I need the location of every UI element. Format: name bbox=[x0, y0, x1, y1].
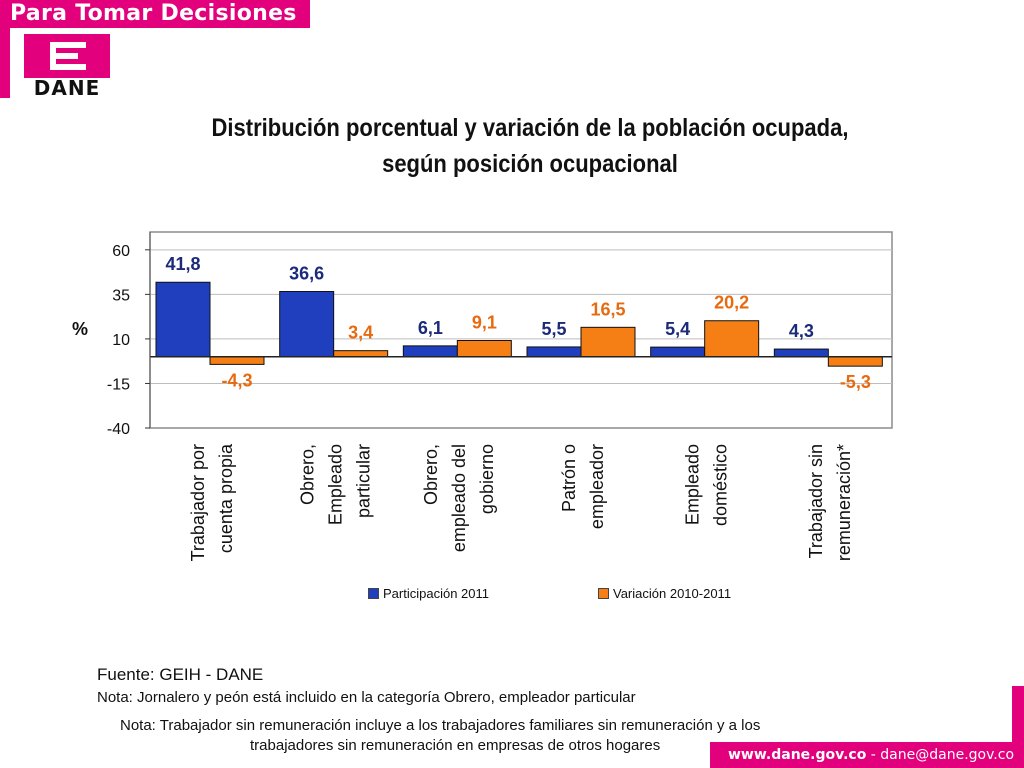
legend-item-variacion: Variación 2010-2011 bbox=[598, 586, 731, 601]
email-link[interactable]: dane@dane.gov.co bbox=[880, 747, 1015, 763]
data-label: 36,6 bbox=[289, 264, 324, 284]
category-label: empleador bbox=[587, 444, 607, 529]
category-label: Trabajador por bbox=[188, 444, 208, 561]
category-label: Trabajador sin bbox=[806, 444, 826, 558]
legend-item-participacion: Participación 2011 bbox=[368, 586, 489, 601]
bar-participacion bbox=[773, 348, 829, 358]
category-label: gobierno bbox=[477, 444, 497, 514]
data-label: -5,3 bbox=[840, 372, 871, 392]
category-label: doméstico bbox=[711, 444, 731, 526]
category-label: Empleado bbox=[683, 444, 703, 525]
category-label: Empleado bbox=[326, 444, 346, 525]
bar-variacion bbox=[209, 356, 265, 365]
category-label: cuenta propia bbox=[216, 443, 236, 553]
bar-variacion bbox=[456, 340, 512, 358]
category-label: Patrón o bbox=[559, 444, 579, 512]
chart-title: Distribución porcentual y variación de l… bbox=[160, 110, 899, 182]
footer-note-2-line-2: trabajadores sin remuneración en empresa… bbox=[250, 737, 661, 754]
bar-participacion bbox=[155, 281, 211, 358]
legend-swatch-blue bbox=[368, 588, 379, 599]
bar-participacion bbox=[402, 345, 458, 358]
category-label: Obrero, bbox=[298, 444, 318, 505]
data-label: -4,3 bbox=[221, 370, 252, 390]
title-line-1: Distribución porcentual y variación de l… bbox=[211, 114, 849, 142]
legend-label-variacion: Variación 2010-2011 bbox=[613, 586, 732, 601]
footer-note-2: Nota: Trabajador sin remuneración incluy… bbox=[120, 716, 850, 756]
bar-variacion bbox=[333, 350, 389, 358]
brand-side-bar bbox=[0, 28, 10, 98]
title-line-2: según posición ocupacional bbox=[382, 150, 678, 178]
data-label: 9,1 bbox=[472, 313, 497, 333]
chart-legend: Participación 2011 Variación 2010-2011 bbox=[368, 586, 788, 606]
footer-contact-bar: www.dane.gov.co - dane@dane.gov.co bbox=[710, 742, 1024, 768]
bar-participacion bbox=[279, 291, 335, 358]
dane-logo: DANE bbox=[24, 34, 110, 100]
data-label: 3,4 bbox=[348, 323, 373, 343]
header-banner: Para Tomar Decisiones bbox=[0, 0, 310, 28]
y-axis-label: % bbox=[72, 319, 88, 339]
data-label: 16,5 bbox=[590, 299, 625, 319]
y-tick-label: 10 bbox=[112, 332, 130, 349]
y-tick-label: -40 bbox=[107, 421, 130, 438]
y-tick-label: 35 bbox=[112, 287, 130, 304]
bar-variacion bbox=[580, 326, 636, 358]
legend-swatch-orange bbox=[598, 588, 609, 599]
bar-variacion bbox=[704, 320, 760, 358]
website-link[interactable]: www.dane.gov.co bbox=[728, 747, 867, 763]
category-label: empleado del bbox=[449, 444, 469, 552]
footer-source: Fuente: GEIH - DANE bbox=[97, 665, 264, 684]
category-label: Obrero, bbox=[421, 444, 441, 505]
footer-note-1: Nota: Jornalero y peón está incluido en … bbox=[97, 689, 636, 706]
data-label: 6,1 bbox=[418, 318, 443, 338]
category-label: remuneración* bbox=[834, 444, 854, 561]
footer-note-2-line-1: Nota: Trabajador sin remuneración incluy… bbox=[120, 717, 761, 734]
bar-participacion bbox=[650, 346, 706, 358]
logo-text: DANE bbox=[33, 76, 101, 100]
data-label: 4,3 bbox=[789, 321, 814, 341]
plot-area bbox=[149, 231, 893, 429]
legend-label-participacion: Participación 2011 bbox=[383, 586, 489, 601]
data-label: 5,4 bbox=[665, 319, 690, 339]
dane-logo-icon bbox=[24, 34, 110, 78]
data-label: 41,8 bbox=[165, 254, 200, 274]
y-tick-label: -15 bbox=[107, 376, 130, 393]
y-tick-label: 60 bbox=[112, 243, 130, 260]
contact-separator: - bbox=[866, 747, 881, 763]
bar-variacion bbox=[827, 356, 883, 367]
category-label: particular bbox=[354, 444, 374, 518]
data-label: 20,2 bbox=[714, 293, 749, 313]
bar-participacion bbox=[526, 346, 582, 358]
brand-right-bar bbox=[1012, 686, 1024, 746]
data-label: 5,5 bbox=[541, 319, 566, 339]
